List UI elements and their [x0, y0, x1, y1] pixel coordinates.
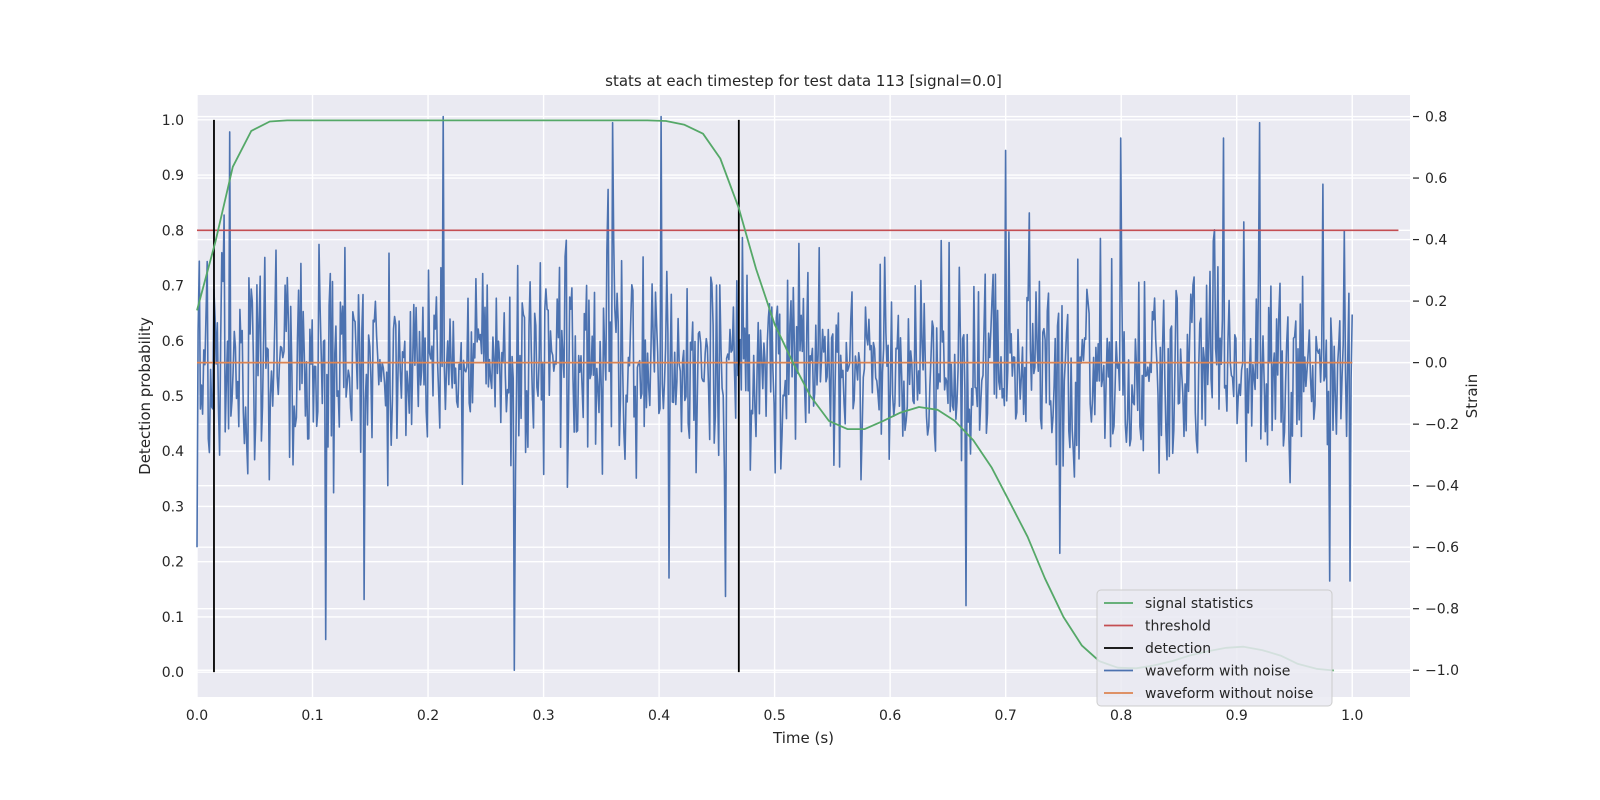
y2-tick-label: 0.8 [1425, 110, 1447, 126]
x-tick-label: 0.5 [763, 708, 785, 724]
x-tick-label: 0.7 [995, 708, 1017, 724]
y-tick-label: 1.0 [162, 113, 184, 129]
y-axis-right: −1.0 −0.8 −0.6 −0.4 −0.2 0.0 0.2 0.4 0.6 0.8 [1413, 110, 1459, 679]
y-axis-left: 0.0 0.1 0.2 0.3 0.4 0.5 0.6 0.7 0.8 0.9 1.0 [162, 113, 184, 681]
y-tick-label: 0.3 [162, 499, 184, 515]
chart-title: stats at each timestep for test data 113… [605, 72, 1002, 90]
y2-tick-label: 0.2 [1425, 294, 1447, 310]
y2-tick-label: −0.8 [1425, 602, 1459, 618]
y-tick-label: 0.4 [162, 444, 184, 460]
legend-box [1096, 589, 1333, 707]
x-tick-label: 0.2 [417, 708, 439, 724]
waveform-with-noise-line [196, 115, 1353, 671]
y-tick-label: 0.9 [162, 168, 184, 184]
y2-tick-label: 0.0 [1425, 356, 1447, 372]
x-tick-label: 0.0 [186, 708, 208, 724]
y-tick-label: 0.8 [162, 223, 184, 239]
legend-label: threshold [1145, 619, 1211, 635]
y2-tick-label: −1.0 [1425, 663, 1459, 679]
y-tick-label: 0.2 [162, 555, 184, 571]
x-axis: 0.0 0.1 0.2 0.3 0.4 0.5 0.6 0.7 0.8 0.9 1.0 [186, 708, 1364, 724]
x-tick-label: 0.9 [1226, 708, 1248, 724]
y2-tick-label: −0.2 [1425, 417, 1459, 433]
y2-tick-label: 0.6 [1425, 171, 1447, 187]
x-tick-label: 0.4 [648, 708, 670, 724]
y-tick-label: 0.1 [162, 610, 184, 626]
x-axis-label: Time (s) [772, 729, 834, 747]
y2-tick-label: 0.4 [1425, 233, 1447, 249]
y-tick-label: 0.6 [162, 334, 184, 350]
legend: signal statistics threshold detection wavef… [1096, 589, 1333, 707]
x-tick-label: 0.1 [301, 708, 323, 724]
legend-label: signal statistics [1145, 596, 1253, 612]
y-tick-label: 0.7 [162, 279, 184, 295]
x-tick-label: 0.3 [532, 708, 554, 724]
x-tick-label: 1.0 [1341, 708, 1363, 724]
legend-label: waveform without noise [1145, 686, 1313, 702]
y2-axis-label: Strain [1463, 374, 1481, 418]
y-axis-label: Detection probability [136, 317, 154, 475]
y-tick-label: 0.0 [162, 665, 184, 681]
x-tick-label: 0.8 [1110, 708, 1132, 724]
legend-label: waveform with noise [1145, 664, 1290, 680]
x-tick-label: 0.6 [879, 708, 901, 724]
legend-label: detection [1145, 641, 1211, 657]
y2-tick-label: −0.4 [1425, 479, 1459, 495]
y2-tick-label: −0.6 [1425, 540, 1459, 556]
y-tick-label: 0.5 [162, 389, 184, 405]
